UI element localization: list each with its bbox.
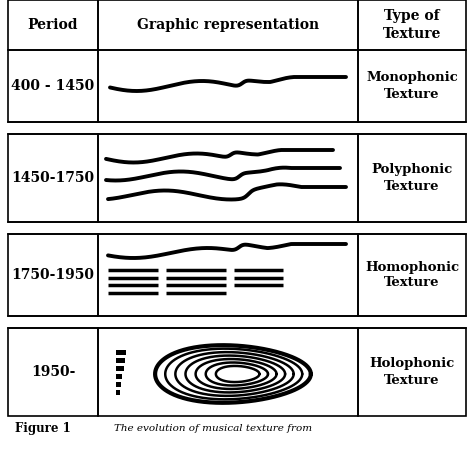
Text: 1450-1750: 1450-1750	[11, 171, 94, 185]
Bar	[116, 350, 126, 355]
Text: 1750-1950: 1750-1950	[11, 268, 94, 282]
Text: Figure 1: Figure 1	[15, 422, 71, 434]
Bar	[98, 328, 358, 416]
Text: Graphic representation: Graphic representation	[137, 18, 319, 32]
Bar	[98, 0, 358, 50]
Bar	[116, 358, 125, 362]
Bar	[8, 134, 98, 222]
Bar	[358, 134, 466, 222]
Bar	[358, 50, 466, 122]
Text: Homophonic
Texture: Homophonic Texture	[365, 260, 459, 289]
Text: Holophonic
Texture: Holophonic Texture	[369, 357, 455, 386]
Text: Polyphonic
Texture: Polyphonic Texture	[371, 164, 453, 193]
Bar	[116, 366, 124, 371]
Text: Period: Period	[28, 18, 78, 32]
Bar	[116, 382, 121, 386]
Bar	[8, 50, 98, 122]
Text: Monophonic
Texture: Monophonic Texture	[366, 72, 458, 101]
Bar	[98, 134, 358, 222]
Bar	[98, 234, 358, 316]
Bar	[8, 234, 98, 316]
Text: 400 - 1450: 400 - 1450	[11, 79, 95, 93]
Bar	[116, 374, 122, 379]
Text: Type of
Texture: Type of Texture	[383, 10, 441, 41]
Bar	[98, 50, 358, 122]
Bar	[8, 0, 98, 50]
Bar	[358, 0, 466, 50]
Bar	[358, 328, 466, 416]
Bar	[358, 234, 466, 316]
Text: 1950-: 1950-	[31, 365, 75, 379]
Bar	[116, 390, 120, 395]
Bar	[8, 328, 98, 416]
Text: The evolution of musical texture from: The evolution of musical texture from	[114, 424, 312, 433]
